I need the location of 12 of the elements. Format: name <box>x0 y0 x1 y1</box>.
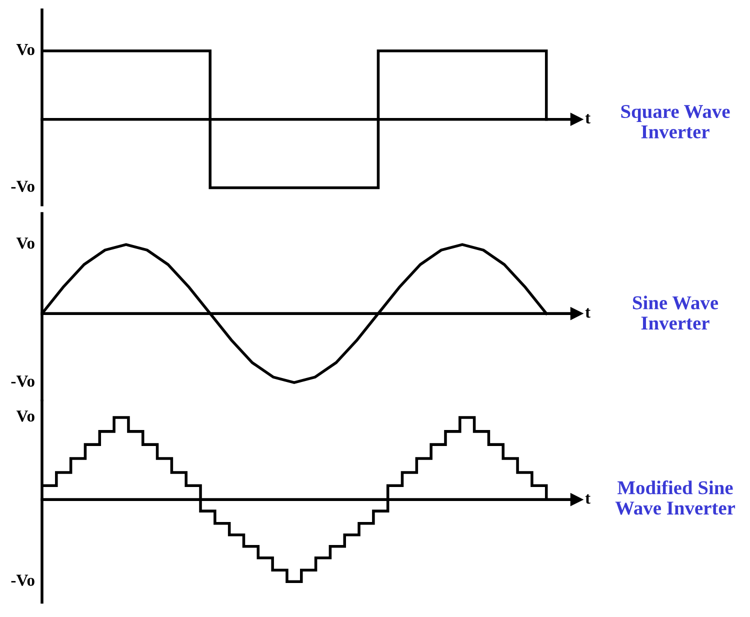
text: -Vo <box>11 376 34 387</box>
x-axis-title: t <box>585 494 591 504</box>
text: -Vo <box>11 180 34 192</box>
text: -Vo <box>11 574 34 586</box>
x-axis-title: t <box>585 114 591 124</box>
text: Sine Wave Inverter <box>632 296 718 330</box>
text: Vo <box>16 410 34 422</box>
text: Modified Sine Wave Inverter <box>615 480 736 515</box>
text: Vo <box>16 238 34 249</box>
text: Square Wave Inverter <box>621 104 730 138</box>
text: Vo <box>16 44 34 56</box>
x-axis-title: t <box>585 308 591 318</box>
